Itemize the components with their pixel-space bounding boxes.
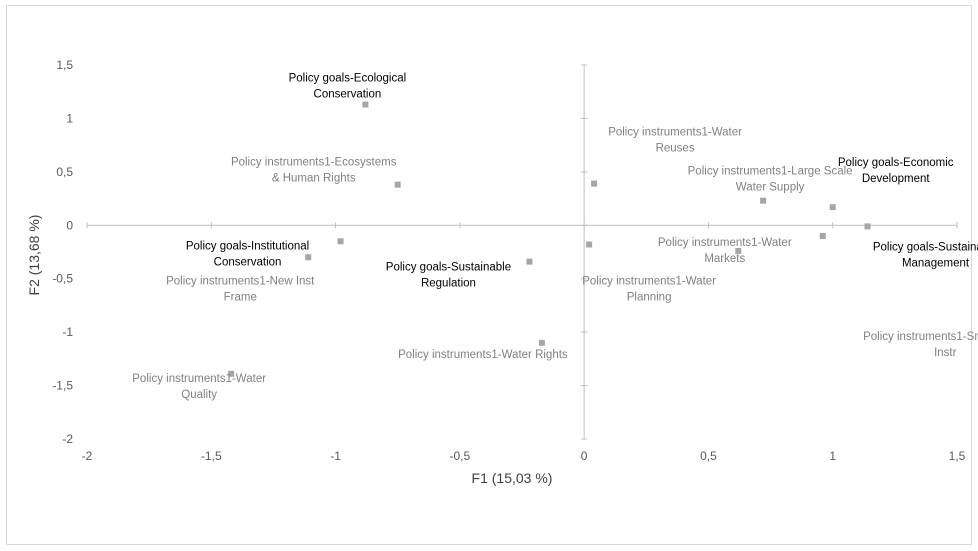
point-label: Policy instruments1-Ecosystems & Human Ri…: [231, 157, 397, 185]
x-tick-label: 0,5: [700, 449, 717, 463]
x-tick-label: 1,5: [949, 449, 966, 463]
x-tick-label: 1: [829, 449, 836, 463]
point-label: Policy instruments1-Water Planning: [582, 276, 716, 304]
scatter-point: [305, 254, 312, 261]
point-label: Policy instruments1-Water Quality: [132, 373, 266, 401]
scatter-point: [228, 370, 235, 377]
point-label: Policy instruments1-Water Rights: [398, 349, 568, 361]
y-tick-label: 1,5: [56, 58, 73, 72]
point-label: Policy goals-Economic Development: [838, 157, 954, 185]
scatter-point: [819, 232, 826, 239]
point-label: Policy instruments1-Large Scale Water Sup…: [688, 166, 853, 194]
axes: -2 -1,5 -1 -0,5 0 0,5 1 1,5 -2 -1,5 -1 -0,5 0 0,5 1 1,5: [52, 58, 965, 463]
scatter-point: [337, 238, 344, 245]
y-tick-label: 1: [66, 111, 73, 125]
point-label: Policy goals-Institutional Conservation: [186, 240, 309, 268]
scatter-point: [829, 204, 836, 211]
y-tick-label: 0: [66, 218, 73, 232]
scatter-point: [735, 247, 742, 254]
x-tick-label: -0,5: [450, 449, 471, 463]
point-label: Policy instruments1-New Inst Frame: [166, 275, 315, 303]
scatter-point: [394, 181, 401, 188]
point-label: Policy instruments1-Small ScaleInstr: [863, 331, 978, 359]
point-labels: Policy goals-Ecological Conservation Polic…: [132, 73, 978, 401]
scatter-point: [586, 241, 593, 248]
y-tick-label: -1: [62, 325, 73, 339]
point-label: Policy goals-Sustainable Regulation: [386, 262, 511, 290]
x-tick-label: 0: [581, 449, 588, 463]
scatter-point: [538, 339, 545, 346]
point-label: Policy instruments1-Water Markets: [658, 237, 792, 265]
scatter-point: [760, 197, 767, 204]
point-label: Policy instruments1-Water Reuses: [608, 127, 742, 155]
y-tick-label: -1,5: [52, 379, 73, 393]
x-tick-label: -2: [82, 449, 93, 463]
scatter-point: [526, 258, 533, 265]
x-tick-label: -1,5: [201, 449, 222, 463]
scatter-point: [864, 223, 871, 230]
scatter-point: [362, 101, 369, 108]
scatter-point: [591, 180, 598, 187]
y-tick-label: -2: [62, 432, 73, 446]
x-tick-label: -1: [330, 449, 341, 463]
y-tick-label: 0,5: [56, 165, 73, 179]
y-axis-title: F2 (13,68 %): [26, 215, 42, 296]
data-points: [228, 101, 871, 377]
chart-frame: [6, 5, 972, 545]
x-axis-title: F1 (15,03 %): [472, 470, 553, 486]
point-label: Policy goals-Ecological Conservation: [289, 73, 407, 101]
y-tick-label: -0,5: [52, 272, 73, 286]
point-label: Policy goals-SustainableManagement: [873, 241, 978, 269]
